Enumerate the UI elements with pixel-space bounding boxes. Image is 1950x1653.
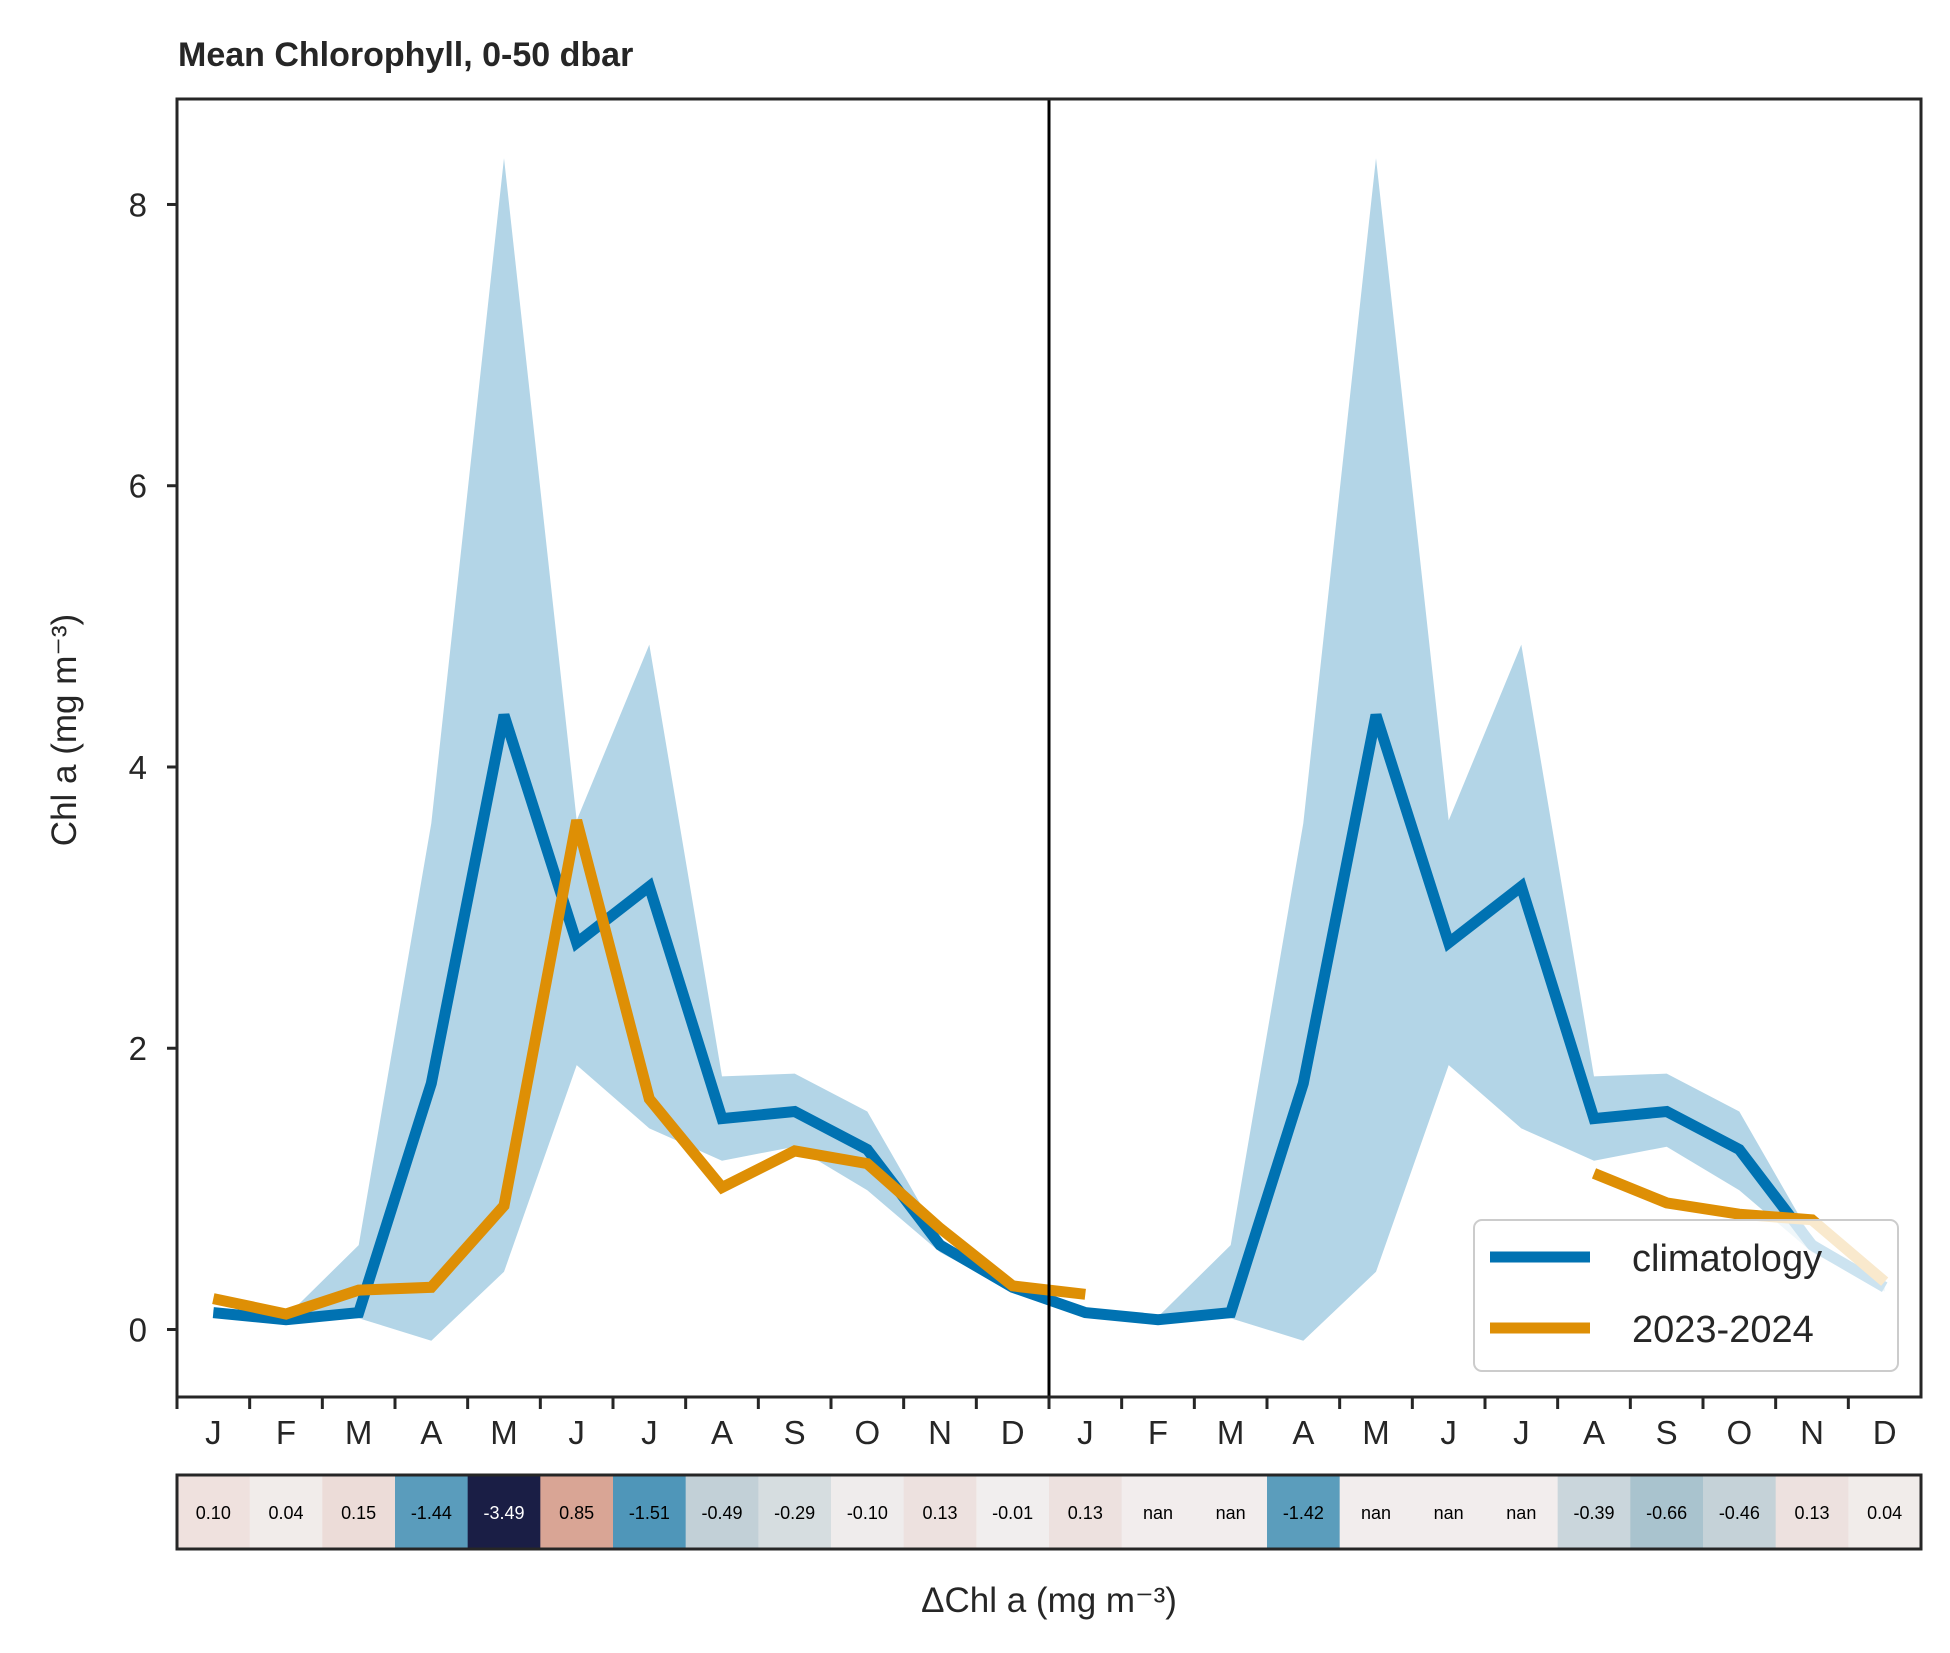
anomaly-cell-label: 0.85 bbox=[559, 1503, 594, 1523]
x-tick-label: F bbox=[276, 1414, 296, 1451]
legend-label-climatology: climatology bbox=[1632, 1238, 1822, 1280]
anomaly-cell bbox=[322, 1475, 396, 1549]
x-tick-label: J bbox=[1513, 1414, 1530, 1451]
anomaly-cell bbox=[1267, 1475, 1341, 1549]
anomaly-cell bbox=[1703, 1475, 1777, 1549]
x-tick-label: O bbox=[854, 1414, 880, 1451]
x-tick-label: M bbox=[1362, 1414, 1390, 1451]
x-tick-label: J bbox=[568, 1414, 585, 1451]
anomaly-cell bbox=[903, 1475, 977, 1549]
anomaly-cell-label: nan bbox=[1143, 1503, 1173, 1523]
anomaly-cell-label: -0.49 bbox=[701, 1503, 742, 1523]
anomaly-cell-label: 0.04 bbox=[268, 1503, 303, 1523]
x-tick-label: M bbox=[1217, 1414, 1245, 1451]
anomaly-cell bbox=[613, 1475, 687, 1549]
y-tick-label: 4 bbox=[129, 749, 147, 786]
anomaly-cell bbox=[1412, 1475, 1486, 1549]
y-axis-label: Chl a (mg m⁻³) bbox=[45, 614, 84, 846]
x-tick-label: D bbox=[1873, 1414, 1897, 1451]
anomaly-cell bbox=[976, 1475, 1050, 1549]
legend: climatology 2023-2024 bbox=[1473, 1219, 1899, 1372]
anomaly-cell bbox=[1630, 1475, 1704, 1549]
x-tick-label: D bbox=[1001, 1414, 1025, 1451]
anomaly-cell-label: 0.13 bbox=[922, 1503, 957, 1523]
anomaly-cell bbox=[1339, 1475, 1413, 1549]
anomaly-cell bbox=[1121, 1475, 1195, 1549]
anomaly-cell bbox=[1557, 1475, 1631, 1549]
anomaly-cell bbox=[249, 1475, 323, 1549]
anomaly-cell-label: -0.29 bbox=[774, 1503, 815, 1523]
x-tick-label: J bbox=[1440, 1414, 1457, 1451]
plot-area bbox=[175, 97, 1923, 1399]
anomaly-cell-label: -3.49 bbox=[483, 1503, 524, 1523]
anomaly-cell bbox=[1775, 1475, 1849, 1549]
anomaly-cells: 0.10 0.04 0.15 -1.44 -3.49 0.85 -1.51 -0.49 -0.2… bbox=[177, 1475, 1922, 1549]
anomaly-strip: 0.10 0.04 0.15 -1.44 -3.49 0.85 -1.51 -0.49 -0.2… bbox=[175, 1473, 1923, 1551]
x-tick-label: M bbox=[490, 1414, 518, 1451]
y-tick-label: 2 bbox=[129, 1030, 147, 1067]
anomaly-cell bbox=[177, 1475, 251, 1549]
anomaly-cell-label: -1.44 bbox=[411, 1503, 452, 1523]
anomaly-cell-label: 0.15 bbox=[341, 1503, 376, 1523]
x-tick-label: S bbox=[784, 1414, 806, 1451]
x-tick-label: A bbox=[1583, 1414, 1605, 1451]
x-tick-label: F bbox=[1148, 1414, 1168, 1451]
anomaly-cell-label: -0.39 bbox=[1573, 1503, 1614, 1523]
legend-label-2023-2024: 2023-2024 bbox=[1632, 1309, 1814, 1351]
anomaly-cell bbox=[467, 1475, 541, 1549]
x-tick-label: J bbox=[1077, 1414, 1094, 1451]
x-tick-label: A bbox=[711, 1414, 733, 1451]
anomaly-cell bbox=[831, 1475, 905, 1549]
anomaly-cell-label: nan bbox=[1361, 1503, 1391, 1523]
anomaly-cell bbox=[1848, 1475, 1922, 1549]
anomaly-cell bbox=[395, 1475, 469, 1549]
x-tick-label: N bbox=[928, 1414, 952, 1451]
anomaly-cell bbox=[685, 1475, 759, 1549]
chart-title: Mean Chlorophyll, 0-50 dbar bbox=[178, 36, 633, 74]
y-axis: 0 2 4 6 8 bbox=[129, 186, 177, 1348]
x-tick-label: S bbox=[1656, 1414, 1678, 1451]
anomaly-cell-label: -0.46 bbox=[1719, 1503, 1760, 1523]
anomaly-cell-label: -0.01 bbox=[992, 1503, 1033, 1523]
x-tick-label: O bbox=[1726, 1414, 1752, 1451]
anomaly-cell-label: 0.04 bbox=[1867, 1503, 1902, 1523]
x-tick-label: N bbox=[1800, 1414, 1824, 1451]
anomaly-cell-label: -0.10 bbox=[847, 1503, 888, 1523]
anomaly-cell bbox=[540, 1475, 614, 1549]
anomaly-cell bbox=[1194, 1475, 1268, 1549]
anomaly-strip-frame bbox=[175, 1473, 1923, 1551]
anomaly-cell-label: 0.13 bbox=[1794, 1503, 1829, 1523]
anomaly-cell bbox=[1049, 1475, 1123, 1549]
y-tick-label: 8 bbox=[129, 186, 147, 223]
x-tick-label: J bbox=[641, 1414, 658, 1451]
anomaly-cell bbox=[1485, 1475, 1559, 1549]
anomaly-cell-label: -1.51 bbox=[629, 1503, 670, 1523]
anomaly-cell bbox=[758, 1475, 832, 1549]
anomaly-cell-label: nan bbox=[1216, 1503, 1246, 1523]
x-tick-label: J bbox=[205, 1414, 222, 1451]
x-tick-label: M bbox=[345, 1414, 373, 1451]
anomaly-cell-label: 0.13 bbox=[1068, 1503, 1103, 1523]
anomaly-cell-label: -0.66 bbox=[1646, 1503, 1687, 1523]
x-tick-label: A bbox=[420, 1414, 442, 1451]
x-tick-label: A bbox=[1292, 1414, 1314, 1451]
y-tick-label: 0 bbox=[129, 1311, 147, 1348]
y-tick-label: 6 bbox=[129, 468, 147, 505]
anomaly-cell-label: nan bbox=[1434, 1503, 1464, 1523]
anomaly-cell-label: 0.10 bbox=[196, 1503, 231, 1523]
anomaly-cell-label: nan bbox=[1506, 1503, 1536, 1523]
anomaly-axis-label: ΔChl a (mg m⁻³) bbox=[921, 1581, 1177, 1620]
anomaly-cell-label: -1.42 bbox=[1283, 1503, 1324, 1523]
